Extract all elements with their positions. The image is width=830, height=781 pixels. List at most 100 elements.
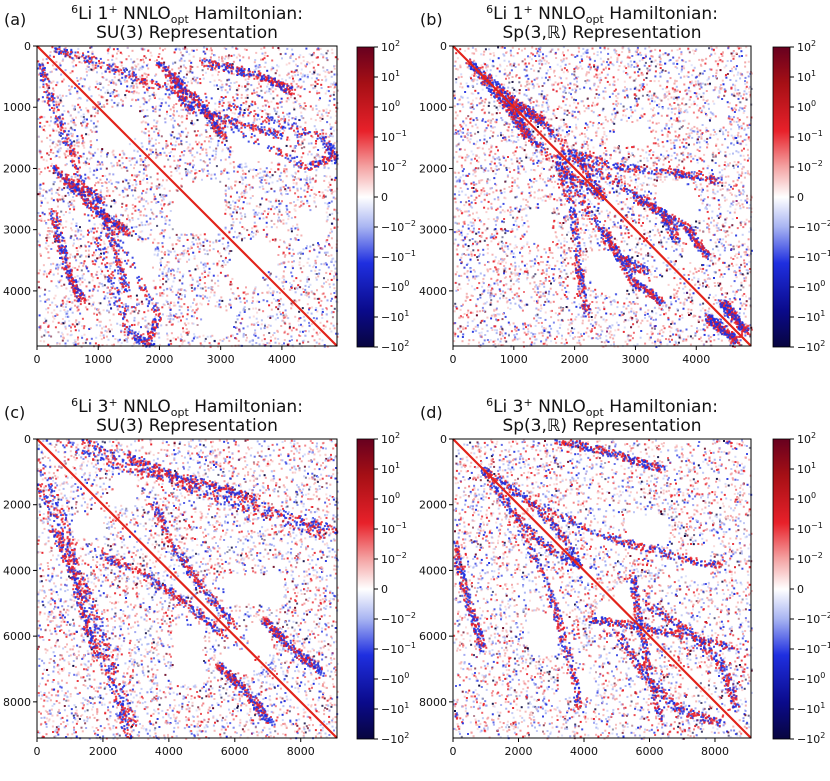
matrix-cell [148, 86, 151, 89]
matrix-cell [324, 202, 327, 205]
matrix-cell [306, 76, 309, 79]
matrix-cell [136, 58, 139, 61]
matrix-cell [77, 55, 80, 58]
matrix-cell [115, 181, 118, 184]
matrix-cell [157, 186, 160, 189]
matrix-cell [218, 98, 221, 101]
matrix-cell [298, 334, 300, 337]
matrix-cell [86, 74, 88, 77]
matrix-cell [70, 199, 73, 202]
matrix-cell [248, 316, 251, 319]
matrix-cell [193, 255, 196, 258]
matrix-cell [130, 85, 133, 88]
matrix-cell [163, 230, 166, 233]
matrix-cell [58, 131, 61, 134]
matrix-cell [67, 202, 70, 205]
matrix-cell [88, 151, 91, 154]
matrix-cell [216, 301, 219, 303]
matrix-cell [71, 158, 74, 161]
matrix-cell [105, 99, 108, 102]
matrix-cell [180, 141, 182, 144]
band-cell [144, 293, 147, 296]
band-cell [48, 104, 51, 107]
matrix-cell [302, 73, 304, 76]
matrix-cell [67, 122, 70, 125]
matrix-cell [55, 84, 58, 87]
matrix-cell [92, 276, 95, 279]
matrix-cell [282, 186, 285, 189]
matrix-cell [284, 164, 287, 167]
matrix-cell [330, 297, 333, 300]
matrix-cell [297, 143, 300, 146]
matrix-cell [236, 199, 239, 202]
matrix-cell [183, 289, 186, 292]
matrix-cell [77, 230, 80, 233]
matrix-cell [112, 261, 115, 264]
matrix-cell [165, 324, 168, 327]
matrix-cell [284, 314, 287, 317]
matrix-cell [311, 107, 314, 110]
matrix-cell [105, 330, 108, 333]
band-cell [140, 288, 143, 291]
matrix-cell [269, 315, 272, 318]
matrix-cell [322, 109, 325, 112]
matrix-cell [321, 308, 324, 311]
matrix-cell [255, 174, 258, 177]
matrix-cell [161, 295, 164, 298]
matrix-cell [299, 257, 302, 260]
matrix-cell [101, 161, 104, 164]
matrix-cell [212, 274, 215, 277]
matrix-cell [198, 283, 201, 286]
matrix-cell [128, 219, 131, 221]
matrix-cell [155, 216, 158, 218]
matrix-cell [205, 148, 208, 151]
matrix-cell [60, 223, 63, 226]
matrix-cell [316, 255, 319, 258]
matrix-cell [48, 272, 51, 275]
matrix-cell [142, 103, 145, 106]
band-cell [81, 182, 83, 185]
band-cell [147, 339, 150, 341]
matrix-cell [176, 316, 179, 319]
matrix-cell [270, 301, 273, 304]
matrix-cell [155, 121, 158, 124]
matrix-cell [150, 86, 153, 89]
matrix-cell [201, 178, 203, 181]
matrix-cell [327, 186, 330, 189]
matrix-cell [184, 106, 186, 109]
matrix-cell [92, 194, 94, 197]
matrix-cell [156, 120, 159, 123]
matrix-cell [251, 92, 254, 95]
matrix-cell [253, 212, 256, 215]
matrix-cell [282, 275, 285, 278]
matrix-cell [274, 318, 277, 321]
matrix-cell [138, 330, 140, 333]
matrix-cell [331, 162, 334, 165]
matrix-cell [308, 178, 311, 181]
band-cell [83, 180, 86, 183]
matrix-cell [144, 319, 147, 322]
matrix-cell [276, 330, 279, 333]
matrix-cell [131, 174, 133, 177]
matrix-cell [307, 185, 310, 188]
matrix-cell [133, 179, 136, 181]
matrix-cell [329, 116, 332, 119]
matrix-cell [157, 201, 160, 203]
matrix-cell [194, 172, 197, 175]
matrix-cell [70, 222, 73, 225]
matrix-cell [135, 174, 138, 177]
matrix-cell [75, 155, 78, 158]
matrix-cell [308, 264, 311, 267]
matrix-cell [294, 150, 296, 153]
matrix-cell [59, 114, 62, 117]
matrix-cell [155, 128, 158, 131]
band-cell [125, 251, 128, 254]
matrix-cell [326, 89, 329, 92]
matrix-cell [238, 297, 241, 300]
matrix-cell [90, 95, 93, 98]
matrix-cell [316, 83, 319, 85]
matrix-cell [219, 339, 222, 342]
matrix-cell [44, 288, 47, 291]
matrix-cell [160, 215, 163, 218]
matrix-cell [200, 133, 203, 136]
